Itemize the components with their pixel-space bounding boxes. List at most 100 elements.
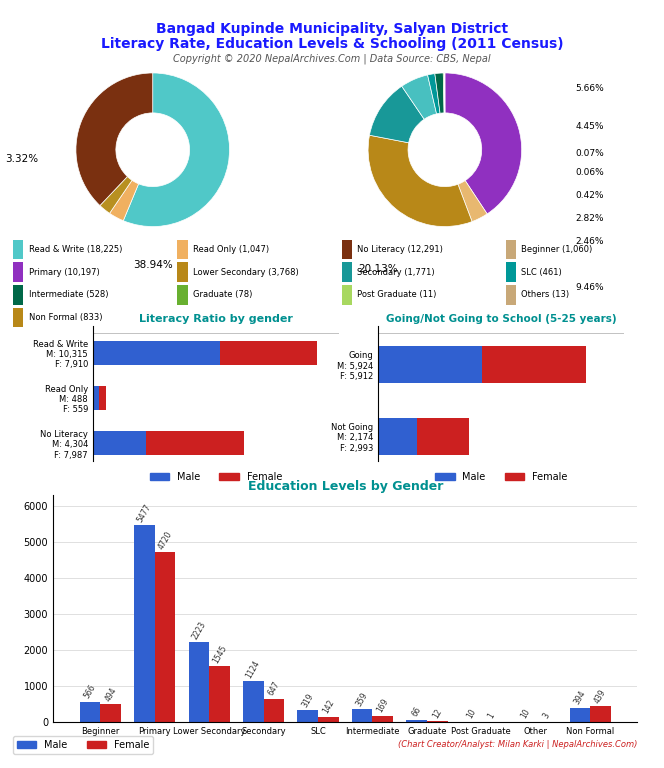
Bar — [177, 240, 188, 259]
Text: 647: 647 — [266, 680, 282, 697]
Text: Non Formal (833): Non Formal (833) — [29, 313, 102, 322]
Bar — [483, 346, 586, 383]
Text: 319: 319 — [300, 692, 315, 709]
Text: Copyright © 2020 NepalArchives.Com | Data Source: CBS, Nepal: Copyright © 2020 NepalArchives.Com | Dat… — [173, 54, 491, 65]
Wedge shape — [76, 73, 153, 206]
Title: Education Levels by Gender: Education Levels by Gender — [248, 480, 443, 493]
Text: 359: 359 — [355, 690, 370, 707]
Bar — [243, 681, 264, 722]
Wedge shape — [124, 73, 230, 227]
Bar — [506, 285, 516, 305]
Text: 142: 142 — [321, 698, 336, 715]
Text: Literacy Rate, Education Levels & Schooling (2011 Census): Literacy Rate, Education Levels & School… — [101, 37, 563, 51]
Bar — [373, 716, 393, 722]
Text: 0.42%: 0.42% — [576, 191, 604, 200]
Text: Graduate (78): Graduate (78) — [193, 290, 252, 300]
Text: 394: 394 — [572, 689, 588, 707]
Text: Beginner (1,060): Beginner (1,060) — [521, 245, 592, 253]
Bar — [264, 699, 284, 722]
Bar — [93, 386, 99, 409]
Bar — [99, 386, 106, 409]
Bar — [80, 701, 100, 722]
Bar — [352, 709, 373, 722]
Bar — [341, 285, 352, 305]
Text: 494: 494 — [103, 686, 118, 703]
Text: 9.46%: 9.46% — [576, 283, 604, 293]
Text: 66: 66 — [410, 705, 423, 718]
Bar — [506, 240, 516, 259]
Text: 5.66%: 5.66% — [576, 84, 604, 93]
Text: Education
Levels: Education Levels — [418, 139, 472, 161]
Text: Literacy
Ratios: Literacy Ratios — [130, 139, 175, 161]
Bar — [177, 263, 188, 282]
Bar — [93, 341, 220, 365]
Text: 10: 10 — [519, 707, 532, 720]
Bar — [134, 525, 155, 722]
Bar — [416, 418, 469, 455]
Text: 5477: 5477 — [135, 502, 153, 524]
Wedge shape — [445, 73, 522, 214]
Title: Literacy Ratio by gender: Literacy Ratio by gender — [139, 314, 293, 324]
Bar — [297, 710, 318, 722]
Bar — [341, 263, 352, 282]
Bar — [13, 308, 23, 327]
Bar — [378, 346, 483, 383]
Text: 2223: 2223 — [190, 620, 208, 641]
Wedge shape — [458, 180, 487, 222]
Text: 1: 1 — [487, 712, 497, 720]
Text: (Chart Creator/Analyst: Milan Karki | NepalArchives.Com): (Chart Creator/Analyst: Milan Karki | Ne… — [398, 740, 637, 749]
Title: Going/Not Going to School (5-25 years): Going/Not Going to School (5-25 years) — [386, 314, 617, 324]
Bar — [378, 418, 416, 455]
Bar — [13, 240, 23, 259]
Bar — [406, 720, 427, 722]
Text: 10: 10 — [465, 707, 477, 720]
Text: Intermediate (528): Intermediate (528) — [29, 290, 108, 300]
Text: Others (13): Others (13) — [521, 290, 570, 300]
Text: 2.82%: 2.82% — [576, 214, 604, 223]
Text: 1124: 1124 — [244, 659, 262, 680]
Text: Lower Secondary (3,768): Lower Secondary (3,768) — [193, 267, 299, 276]
Wedge shape — [369, 86, 424, 143]
Bar — [318, 717, 339, 722]
Text: Read & Write (18,225): Read & Write (18,225) — [29, 245, 122, 253]
Bar — [189, 642, 209, 722]
Text: 3.32%: 3.32% — [5, 154, 39, 164]
Text: 38.94%: 38.94% — [133, 260, 173, 270]
Bar — [93, 432, 146, 455]
Text: 12: 12 — [431, 707, 444, 720]
Bar — [100, 704, 121, 722]
Text: Bangad Kupinde Municipality, Salyan District: Bangad Kupinde Municipality, Salyan Dist… — [156, 22, 508, 35]
Bar — [341, 240, 352, 259]
Bar — [177, 285, 188, 305]
Bar — [155, 552, 175, 722]
Legend: Male, Female: Male, Female — [13, 736, 153, 753]
Bar — [570, 708, 590, 722]
Wedge shape — [402, 75, 436, 119]
Legend: Male, Female: Male, Female — [145, 468, 286, 485]
Text: 1545: 1545 — [210, 644, 228, 665]
Text: 20.13%: 20.13% — [358, 263, 398, 274]
Wedge shape — [444, 73, 445, 113]
Text: Secondary (1,771): Secondary (1,771) — [357, 267, 435, 276]
Text: SLC (461): SLC (461) — [521, 267, 562, 276]
Bar — [13, 263, 23, 282]
Wedge shape — [100, 177, 132, 214]
Text: No Literacy (12,291): No Literacy (12,291) — [357, 245, 443, 253]
Bar — [13, 285, 23, 305]
Text: 439: 439 — [593, 687, 608, 705]
Text: 0.06%: 0.06% — [576, 168, 604, 177]
Text: 2.46%: 2.46% — [576, 237, 604, 247]
Legend: Male, Female: Male, Female — [431, 468, 572, 485]
Text: 4.45%: 4.45% — [576, 122, 604, 131]
Wedge shape — [110, 180, 139, 220]
Wedge shape — [435, 73, 444, 113]
Bar — [146, 432, 244, 455]
Bar — [220, 341, 317, 365]
Text: Primary (10,197): Primary (10,197) — [29, 267, 100, 276]
Text: 0.07%: 0.07% — [576, 149, 604, 158]
Text: 4720: 4720 — [157, 529, 174, 551]
Bar — [590, 706, 611, 722]
Text: Post Graduate (11): Post Graduate (11) — [357, 290, 436, 300]
Wedge shape — [368, 135, 472, 227]
Wedge shape — [428, 74, 440, 114]
